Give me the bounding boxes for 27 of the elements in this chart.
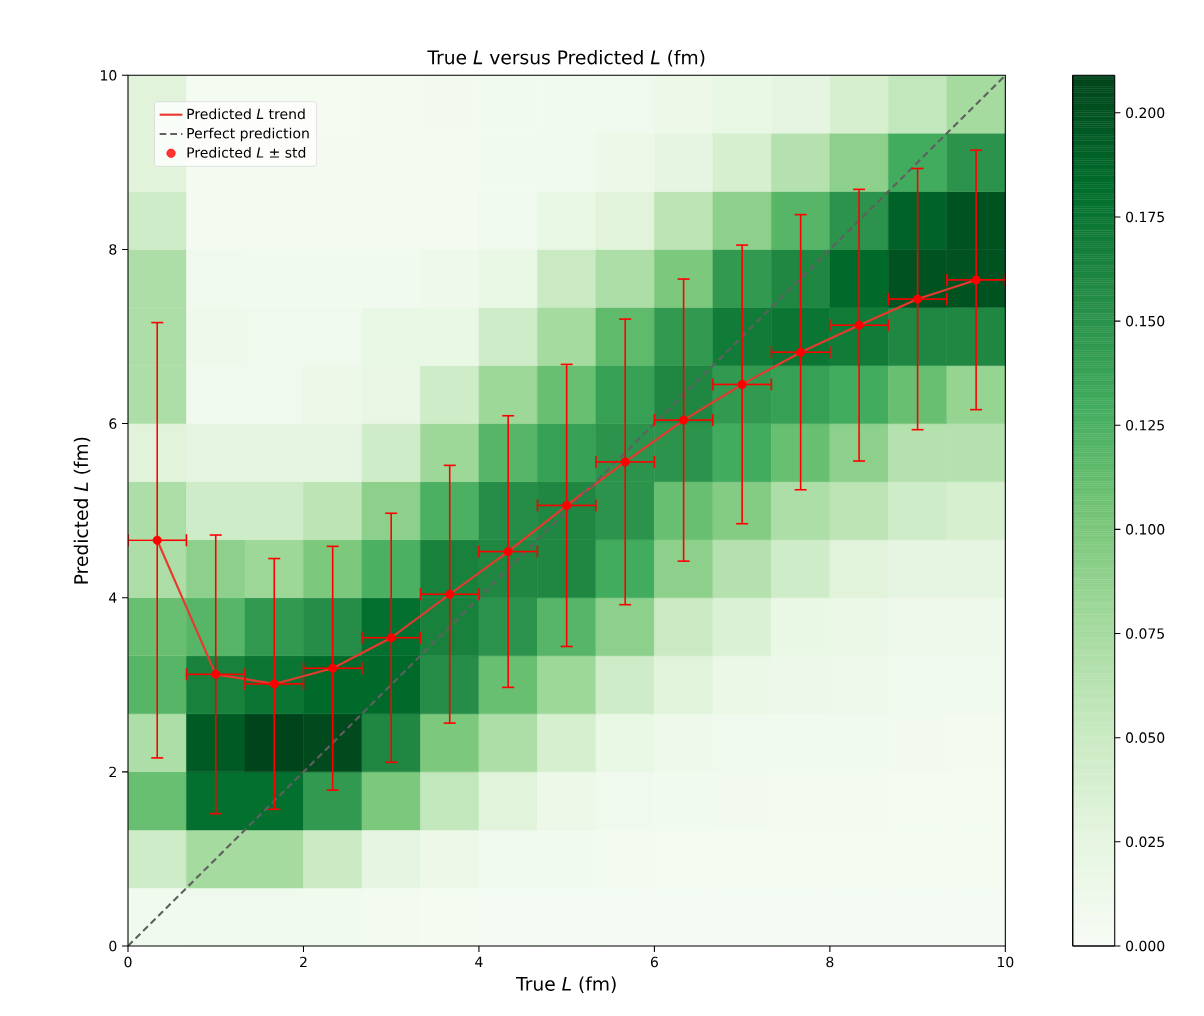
x-axis-title: True L (fm) xyxy=(515,976,616,994)
color-bar-label: 0.200 xyxy=(1126,107,1165,119)
color-bar-label: 0.075 xyxy=(1126,628,1164,639)
y-tick-label: 8 xyxy=(109,244,117,255)
y-tick-label: 4 xyxy=(109,592,117,603)
color-bar-label: 0.050 xyxy=(1126,732,1165,743)
y-tick-label: 0 xyxy=(109,940,117,952)
y-axis-title: Predicted L (fm) xyxy=(73,437,91,584)
legend-label: Predicted L trend xyxy=(187,108,305,120)
color-bar-label: 0.100 xyxy=(1126,524,1165,535)
x-tick-label: 8 xyxy=(826,956,834,968)
legend-label: Predicted L ± std xyxy=(187,146,306,158)
x-tick-label: 10 xyxy=(997,956,1014,968)
legend-label: Perfect prediction xyxy=(187,127,309,142)
x-tick-label: 2 xyxy=(300,956,307,968)
color-bar-label: 0.150 xyxy=(1126,315,1165,327)
color-bar-label: 0.125 xyxy=(1126,419,1164,431)
x-tick-label: 4 xyxy=(475,956,483,967)
y-tick-label: 2 xyxy=(109,766,116,778)
y-tick-label: 6 xyxy=(109,418,117,429)
color-bar-label: 0.025 xyxy=(1126,836,1164,848)
color-bar-label: 0.000 xyxy=(1126,940,1165,952)
color-bar-label: 0.175 xyxy=(1126,211,1164,223)
x-tick-label: 6 xyxy=(650,956,658,968)
x-tick-label: 0 xyxy=(124,956,132,968)
y-tick-label: 10 xyxy=(101,70,117,81)
chart-title: True L versus Predicted L (fm) xyxy=(427,49,705,67)
